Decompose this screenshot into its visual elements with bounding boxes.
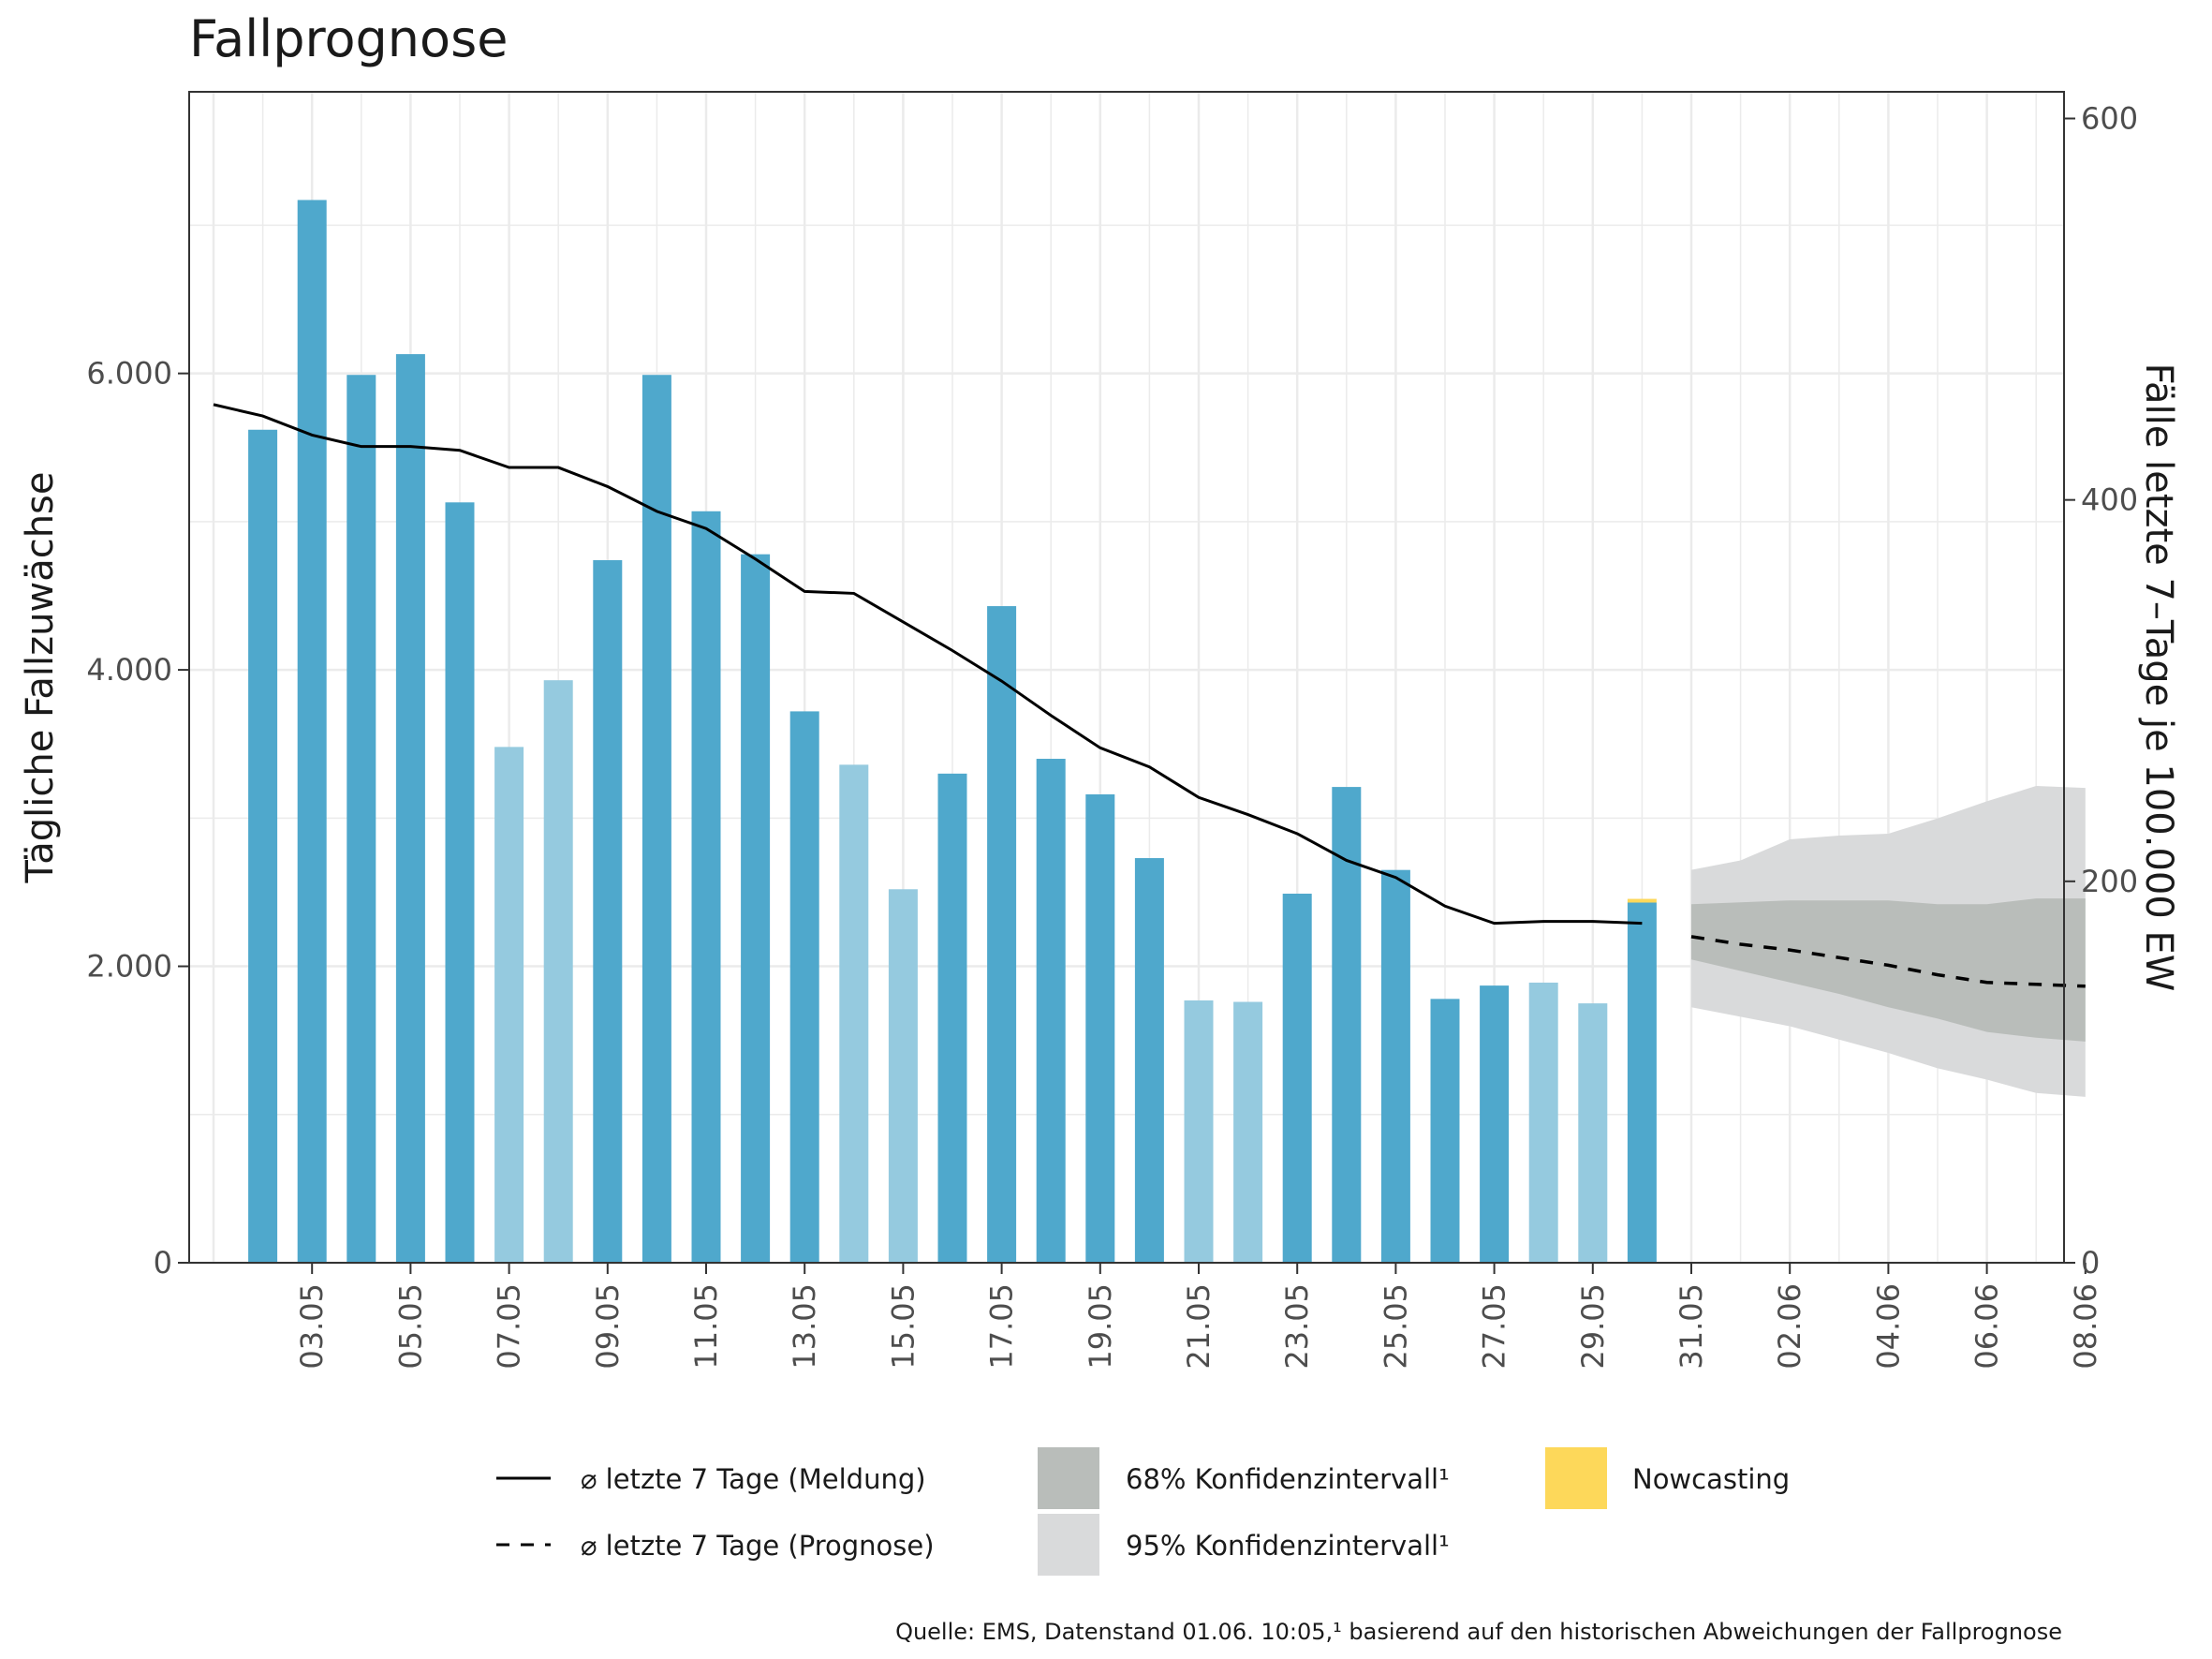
incidence-reported-line — [213, 403, 1643, 926]
bar-06.05 — [445, 502, 475, 1263]
bar-14.05 — [839, 764, 869, 1263]
x-tick-label-04.06: 04.06 — [1870, 1283, 1906, 1370]
bar-03.05 — [297, 200, 327, 1263]
x-tick-label-23.05: 23.05 — [1279, 1283, 1315, 1370]
y-right-tick-label: 0 — [2081, 1245, 2100, 1281]
plot-border — [188, 91, 2065, 1264]
x-tick-label-13.05: 13.05 — [787, 1283, 822, 1370]
y-left-tick-label: 0 — [154, 1245, 172, 1281]
bar-19.05 — [1085, 794, 1115, 1263]
x-tick-label-27.05: 27.05 — [1477, 1283, 1512, 1370]
ci68-band — [1691, 898, 2086, 1042]
x-tick-label-15.05: 15.05 — [885, 1283, 921, 1370]
bar-13.05 — [789, 711, 819, 1263]
x-tick-label-02.06: 02.06 — [1772, 1283, 1807, 1370]
bar-10.05 — [641, 375, 671, 1263]
bar-04.05 — [347, 375, 376, 1263]
x-tick-label-25.05: 25.05 — [1378, 1283, 1413, 1370]
y-left-tick-label: 6.000 — [86, 356, 172, 392]
legend-swatch-ci95 — [1038, 1514, 1099, 1576]
x-tick-label-09.05: 09.05 — [590, 1283, 626, 1370]
bar-11.05 — [691, 511, 721, 1263]
bars — [248, 200, 1657, 1263]
bar-21.05 — [1184, 1000, 1214, 1263]
x-tick-label-08.06: 08.06 — [2068, 1283, 2103, 1370]
legend: ⌀ letzte 7 Tage (Meldung) ⌀ letzte 7 Tag… — [496, 1447, 1790, 1576]
x-tick-label-05.05: 05.05 — [392, 1283, 428, 1370]
legend-label-forecast: ⌀ letzte 7 Tage (Prognose) — [581, 1530, 935, 1562]
bar-12.05 — [741, 554, 771, 1263]
bar-17.05 — [987, 606, 1017, 1263]
legend-label-nowcasting: Nowcasting — [1632, 1463, 1790, 1495]
bar-16.05 — [937, 773, 967, 1263]
x-tick-label-17.05: 17.05 — [984, 1283, 1020, 1370]
x-axis: 03.05 05.05 07.05 09.05 11.05 13.05 15.05 17.05… — [294, 1263, 2103, 1370]
y-axis-right-title: Fälle letzte 7–Tage je 100.000 EW — [2137, 363, 2180, 992]
bar-07.05 — [494, 747, 524, 1263]
incidence-lines — [213, 403, 2086, 988]
x-tick-label-29.05: 29.05 — [1575, 1283, 1611, 1370]
bar-28.05 — [1528, 982, 1558, 1263]
y-right-tick-label: 400 — [2081, 482, 2138, 518]
x-tick-label-11.05: 11.05 — [688, 1283, 724, 1370]
source-note: Quelle: EMS, Datenstand 01.06. 10:05,¹ b… — [895, 1619, 2062, 1645]
bar-20.05 — [1134, 858, 1164, 1263]
bar-09.05 — [593, 560, 623, 1263]
bar-02.05 — [248, 429, 278, 1263]
y-axis-right: 0 200 400 600 — [2064, 101, 2138, 1281]
y-left-tick-label: 4.000 — [86, 652, 172, 688]
x-tick-label-19.05: 19.05 — [1083, 1283, 1118, 1370]
y-axis-left: 0 2.000 4.000 6.000 — [86, 356, 189, 1281]
legend-label-ci68: 68% Konfidenzintervall¹ — [1126, 1463, 1450, 1495]
legend-swatch-ci68 — [1038, 1447, 1099, 1509]
bar-30.05 — [1627, 902, 1657, 1263]
bar-23.05 — [1282, 894, 1312, 1263]
y-axis-left-title: Tägliche Fallzuwächse — [19, 471, 62, 883]
y-right-tick-label: 600 — [2081, 101, 2138, 137]
y-left-tick-label: 2.000 — [86, 949, 172, 985]
incidence-forecast-line — [1690, 935, 2086, 988]
bar-08.05 — [543, 680, 573, 1263]
bar-22.05 — [1233, 1001, 1263, 1263]
bar-05.05 — [395, 354, 425, 1263]
bar-27.05 — [1480, 985, 1510, 1263]
confidence-bands — [1691, 786, 2086, 1097]
x-tick-label-06.06: 06.06 — [1969, 1283, 2005, 1370]
bar-29.05 — [1578, 1003, 1608, 1263]
x-tick-label-07.05: 07.05 — [492, 1283, 527, 1370]
x-tick-label-03.05: 03.05 — [294, 1283, 330, 1370]
bar-18.05 — [1036, 759, 1066, 1263]
legend-label-ci95: 95% Konfidenzintervall¹ — [1126, 1530, 1450, 1562]
x-tick-label-31.05: 31.05 — [1674, 1283, 1709, 1370]
x-tick-label-21.05: 21.05 — [1181, 1283, 1217, 1370]
chart-title: Fallprognose — [189, 9, 509, 68]
legend-swatch-nowcasting — [1545, 1447, 1607, 1509]
bar-25.05 — [1380, 869, 1410, 1263]
bar-24.05 — [1332, 787, 1362, 1263]
legend-label-reported: ⌀ letzte 7 Tage (Meldung) — [581, 1463, 926, 1495]
bar-26.05 — [1430, 999, 1460, 1263]
nowcast-bar-30.05 — [1627, 898, 1657, 903]
y-right-tick-label: 200 — [2081, 864, 2138, 899]
bar-15.05 — [888, 889, 918, 1263]
